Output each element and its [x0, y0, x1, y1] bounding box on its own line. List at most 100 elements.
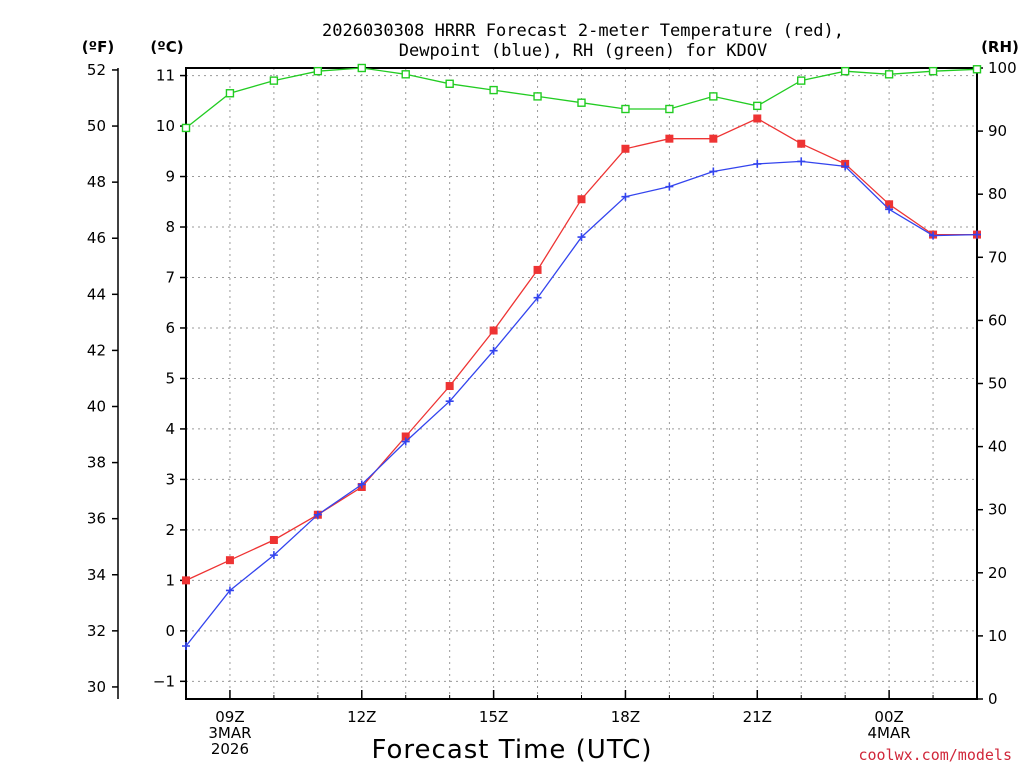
rh-point	[225, 89, 235, 98]
rh-point	[884, 70, 894, 79]
dewpoint-point	[577, 233, 586, 242]
rh-point	[797, 76, 806, 85]
time-tick-label: 12Z	[347, 708, 376, 726]
celsius-tick-label: −1	[153, 672, 175, 690]
rh-tick-label: 90	[988, 122, 1007, 140]
rh-point	[928, 66, 938, 76]
fahrenheit-tick-label: 38	[87, 454, 106, 472]
rh-point	[181, 123, 191, 133]
celsius-tick-label: 10	[156, 117, 175, 135]
dewpoint-point	[709, 167, 718, 176]
rh-point	[709, 92, 718, 101]
dewpoint-point	[665, 182, 674, 191]
dewpoint-point	[841, 162, 850, 171]
fahrenheit-tick-label: 30	[87, 678, 106, 696]
credit-text: coolwx.com/models	[858, 746, 1012, 764]
dewpoint-point	[401, 437, 410, 446]
rh-tick-label: 100	[988, 59, 1017, 77]
celsius-tick-label: 8	[165, 218, 175, 236]
rh-point	[533, 92, 542, 101]
dewpoint-point	[621, 192, 630, 201]
dewpoint-point	[225, 586, 234, 595]
rh-point	[665, 104, 674, 114]
fahrenheit-tick-label: 46	[87, 229, 106, 247]
rh-point	[489, 85, 498, 95]
fahrenheit-tick-label: 32	[87, 622, 106, 640]
fahrenheit-tick-label: 36	[87, 510, 106, 528]
rh-tick-label: 20	[988, 564, 1007, 582]
fahrenheit-tick-label: 48	[87, 173, 106, 191]
fahrenheit-tick-label: 50	[87, 117, 106, 135]
temperature-point	[577, 195, 586, 204]
rh-tick-label: 70	[988, 248, 1007, 266]
fahrenheit-tick-label: 52	[87, 61, 106, 79]
celsius-tick-label: 3	[165, 470, 175, 488]
fahrenheit-tick-label: 34	[87, 566, 106, 584]
temperature-point	[225, 556, 234, 565]
chart-title-line-1: 2026030308 HRRR Forecast 2-meter Tempera…	[322, 21, 844, 41]
rh-tick-label: 40	[988, 438, 1007, 456]
celsius-tick-label: 0	[165, 622, 175, 640]
dewpoint-point	[929, 231, 938, 240]
temperature-point	[665, 134, 674, 143]
celsius-tick-label: 6	[165, 319, 175, 337]
dewpoint-point	[533, 293, 542, 302]
rh-point	[269, 76, 279, 85]
rh-point	[840, 66, 850, 76]
grid-lines	[186, 68, 977, 699]
rh-tick-label: 30	[988, 501, 1007, 519]
celsius-tick-label: 11	[156, 67, 175, 85]
temperature-point	[401, 432, 410, 441]
data-series	[181, 63, 982, 650]
celsius-tick-label: 2	[165, 521, 175, 539]
dewpoint-point	[357, 480, 366, 489]
temperature-point	[797, 139, 806, 148]
temperature-line	[185, 117, 977, 581]
time-tick-label: 3MAR	[208, 724, 251, 742]
temperature-point	[182, 576, 190, 585]
fahrenheit-tick-label: 40	[87, 397, 106, 415]
rh-point	[445, 79, 454, 88]
rh-point	[621, 104, 630, 114]
fahrenheit-tick-label: 44	[87, 285, 106, 303]
rh-tick-label: 80	[988, 185, 1007, 203]
chart-title-line-2: Dewpoint (blue), RH (green) for KDOV	[399, 41, 767, 61]
temperature-point	[533, 265, 542, 274]
dewpoint-point	[269, 551, 278, 560]
time-tick-label: 18Z	[611, 708, 640, 726]
time-tick-label: 15Z	[479, 708, 508, 726]
rh-tick-label: 10	[988, 627, 1007, 645]
rh-tick-label: 50	[988, 375, 1007, 393]
dewpoint-point	[313, 510, 322, 519]
rh-point	[357, 63, 366, 73]
temperature-point	[885, 200, 894, 209]
temperature-point	[709, 134, 718, 143]
rh-unit-label: (RH)	[981, 38, 1019, 56]
fahrenheit-unit-label: (ºF)	[82, 38, 114, 56]
time-tick-label: 21Z	[743, 708, 772, 726]
temperature-point	[621, 144, 630, 153]
dewpoint-point	[885, 205, 894, 214]
celsius-tick-label: 7	[165, 268, 175, 286]
dewpoint-point	[973, 230, 981, 239]
dewpoint-point	[489, 346, 498, 355]
rh-point	[401, 70, 410, 79]
rh-point	[577, 98, 586, 107]
rh-point	[313, 66, 323, 76]
temperature-point	[445, 382, 454, 391]
celsius-tick-label: 9	[165, 168, 175, 186]
temperature-point	[489, 326, 498, 335]
rh-tick-label: 60	[988, 311, 1007, 329]
celsius-unit-label: (ºC)	[150, 38, 183, 56]
time-tick-label: 2026	[211, 740, 249, 758]
plot-frame	[185, 67, 978, 700]
dewpoint-point	[797, 157, 806, 166]
rh-point	[753, 101, 762, 111]
rh-tick-label: 0	[988, 690, 998, 708]
x-axis-label: Forecast Time (UTC)	[371, 735, 652, 765]
time-tick-label: 09Z	[215, 708, 244, 726]
temperature-point	[269, 535, 278, 544]
time-tick-label: 4MAR	[868, 724, 911, 742]
celsius-tick-label: 5	[165, 369, 175, 387]
fahrenheit-tick-label: 42	[87, 341, 106, 359]
